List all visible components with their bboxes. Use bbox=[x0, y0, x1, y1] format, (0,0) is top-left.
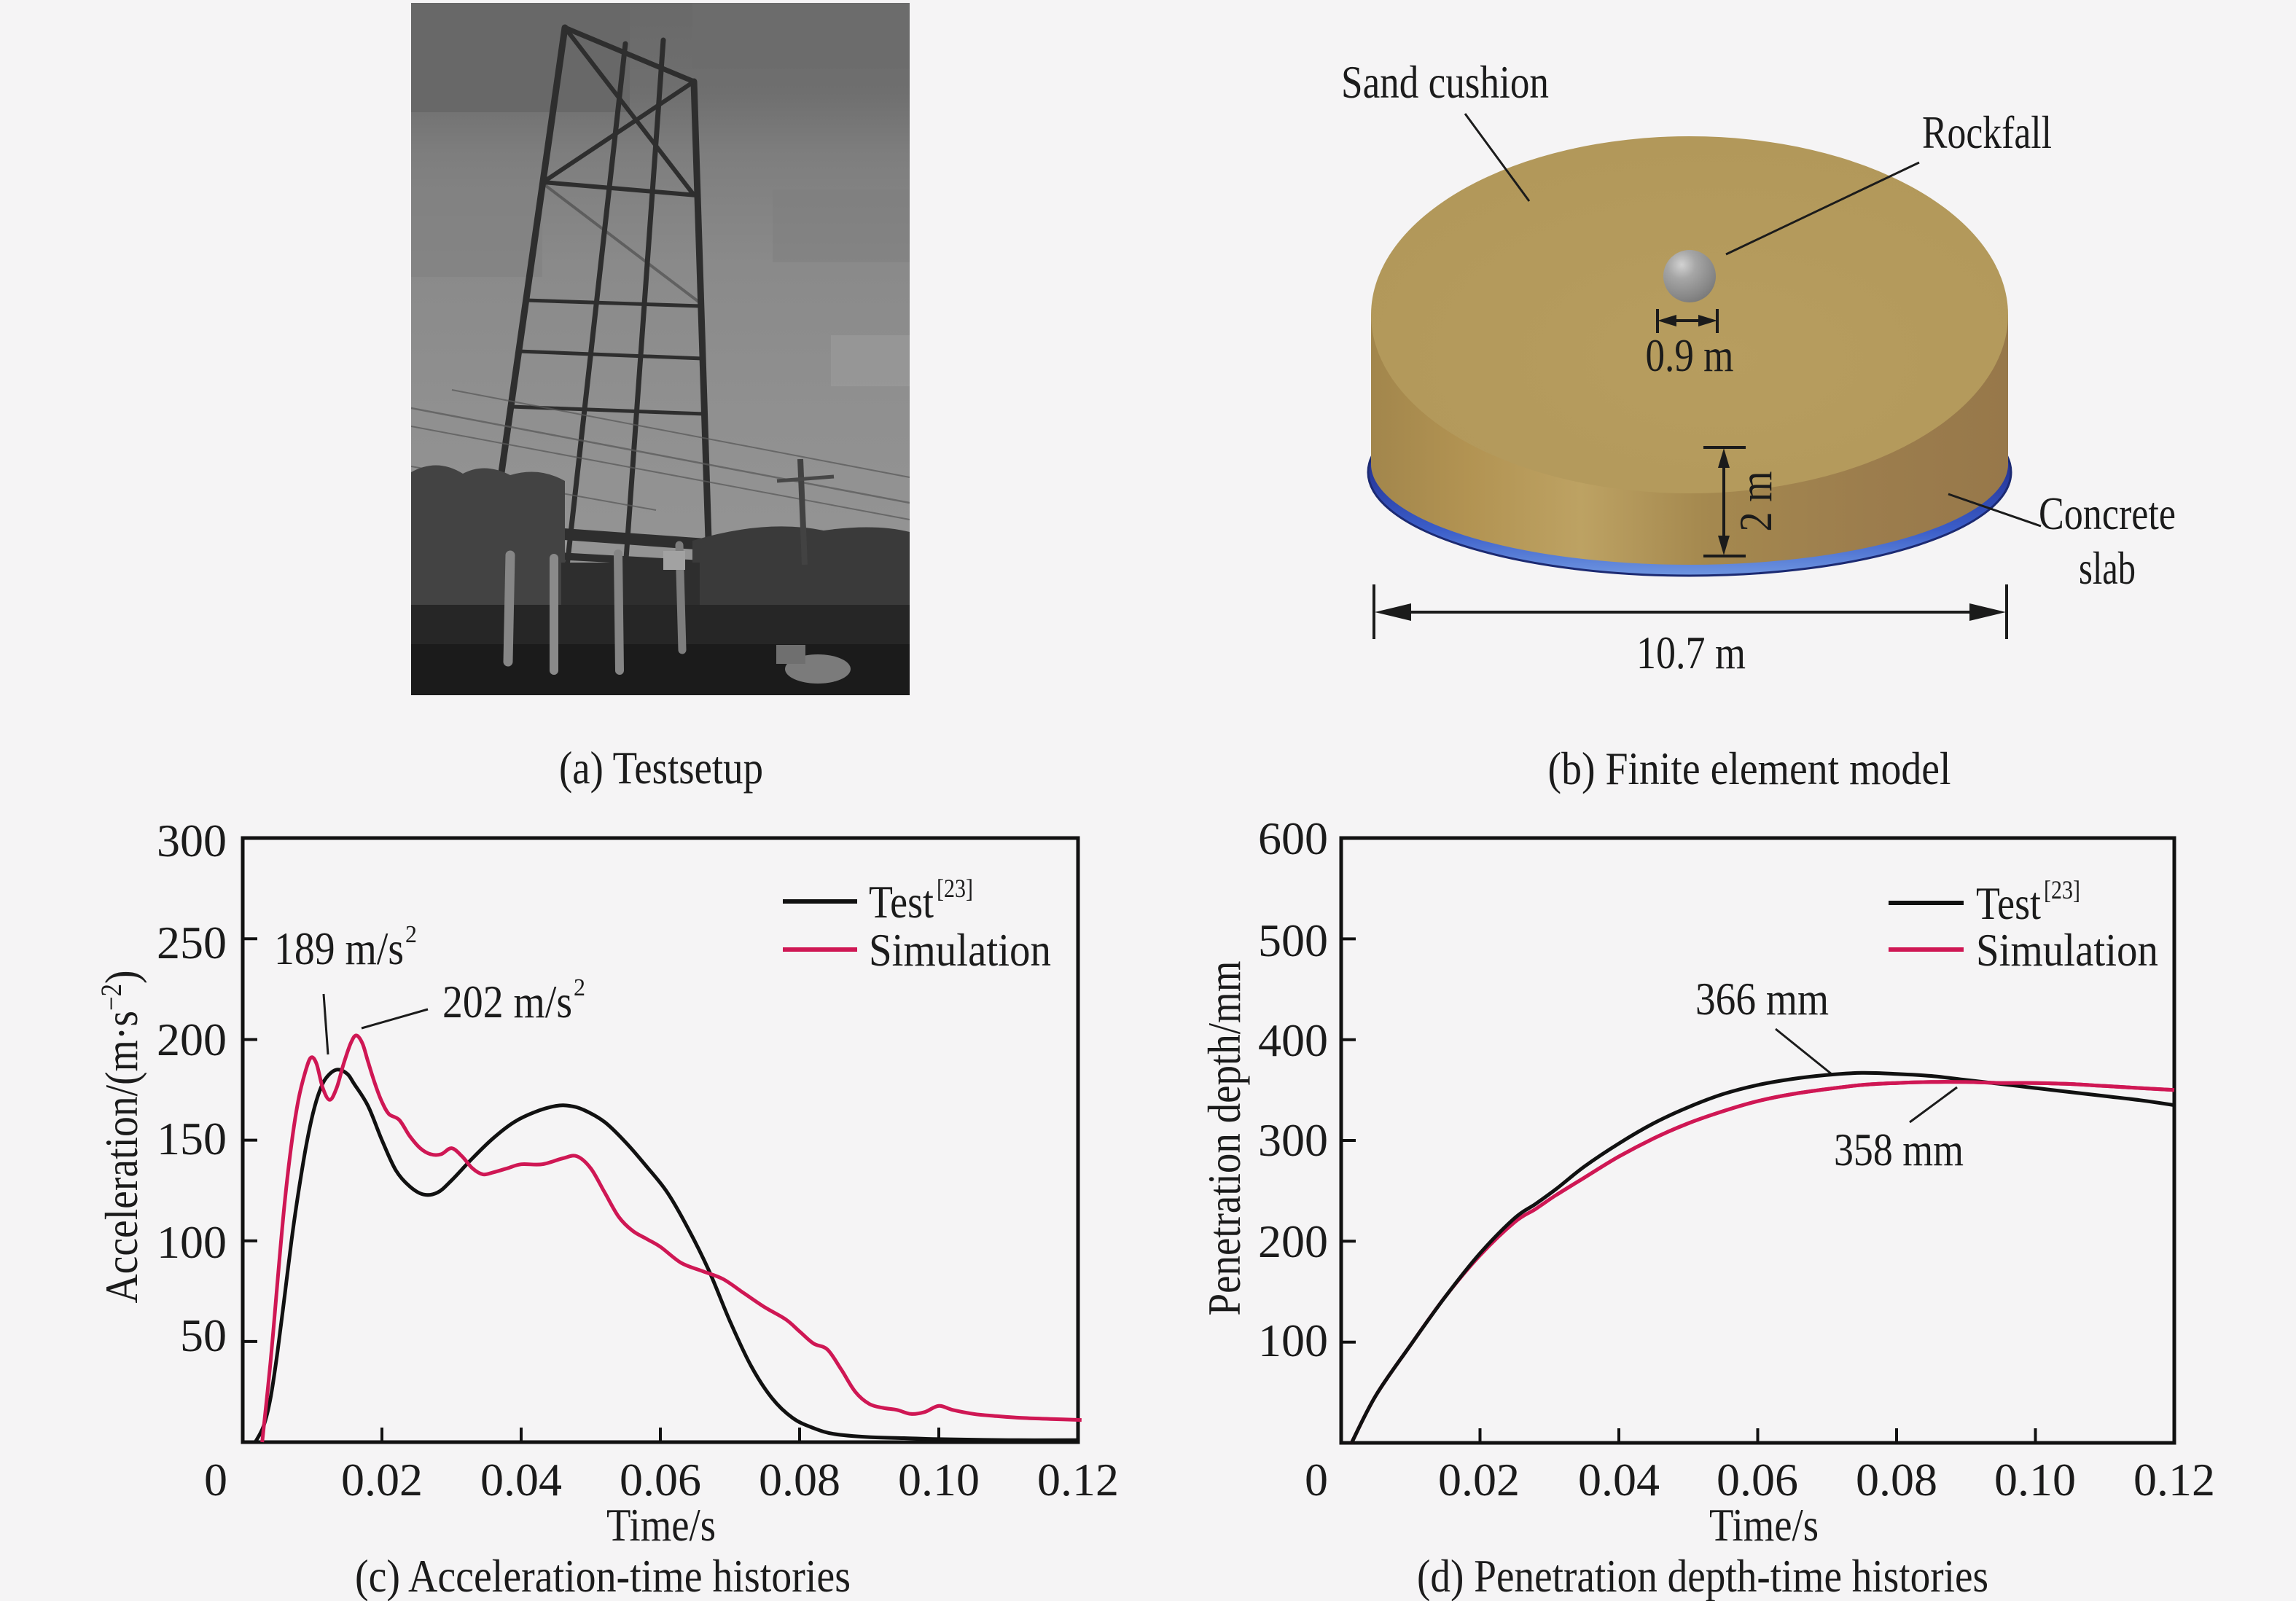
svg-text:0.06: 0.06 bbox=[620, 1454, 701, 1506]
svg-text:Simulation: Simulation bbox=[1976, 924, 2158, 976]
svg-text:Acceleration/(m·s−2): Acceleration/(m·s−2) bbox=[95, 971, 147, 1304]
svg-text:0.06: 0.06 bbox=[1717, 1454, 1798, 1506]
svg-text:Time/s: Time/s bbox=[1709, 1499, 1819, 1551]
svg-text:(d) Penetration depth-time his: (d) Penetration depth-time histories bbox=[1417, 1550, 1988, 1601]
svg-text:0.02: 0.02 bbox=[341, 1454, 423, 1506]
svg-text:2: 2 bbox=[405, 921, 417, 948]
svg-text:Sand cushion: Sand cushion bbox=[1341, 56, 1549, 108]
svg-text:(b) Finite element model: (b) Finite element model bbox=[1548, 743, 1951, 794]
svg-text:250: 250 bbox=[157, 917, 227, 968]
svg-text:(c) Acceleration-time historie: (c) Acceleration-time histories bbox=[355, 1550, 851, 1601]
svg-text:400: 400 bbox=[1258, 1014, 1328, 1066]
svg-text:Penetration depth/mm: Penetration depth/mm bbox=[1198, 961, 1250, 1316]
svg-text:Test: Test bbox=[869, 876, 934, 928]
svg-text:100: 100 bbox=[1258, 1315, 1328, 1366]
svg-text:0.10: 0.10 bbox=[898, 1454, 980, 1506]
svg-text:[23]: [23] bbox=[937, 874, 973, 903]
svg-text:Simulation: Simulation bbox=[869, 924, 1051, 976]
svg-text:300: 300 bbox=[1258, 1114, 1328, 1166]
svg-text:0: 0 bbox=[1305, 1454, 1328, 1506]
svg-text:Concrete: Concrete bbox=[2039, 488, 2176, 539]
svg-text:0.04: 0.04 bbox=[1578, 1454, 1660, 1506]
svg-text:0.02: 0.02 bbox=[1438, 1454, 1520, 1506]
svg-text:202 m/s: 202 m/s bbox=[442, 976, 572, 1027]
svg-text:[23]: [23] bbox=[2044, 875, 2080, 904]
svg-text:0.12: 0.12 bbox=[2133, 1454, 2215, 1506]
svg-text:300: 300 bbox=[157, 815, 227, 866]
svg-text:600: 600 bbox=[1258, 813, 1328, 864]
svg-text:500: 500 bbox=[1258, 915, 1328, 966]
svg-text:slab: slab bbox=[2079, 542, 2136, 594]
svg-text:100: 100 bbox=[157, 1216, 227, 1268]
svg-text:200: 200 bbox=[157, 1014, 227, 1065]
svg-text:0.08: 0.08 bbox=[1856, 1454, 1937, 1506]
svg-text:0: 0 bbox=[204, 1454, 227, 1506]
svg-text:366 mm: 366 mm bbox=[1695, 973, 1829, 1025]
svg-text:Time/s: Time/s bbox=[606, 1499, 716, 1551]
svg-text:2: 2 bbox=[574, 974, 585, 1001]
svg-text:0.04: 0.04 bbox=[480, 1454, 562, 1506]
svg-text:50: 50 bbox=[180, 1310, 227, 1361]
svg-text:(a) Testsetup: (a) Testsetup bbox=[559, 742, 763, 794]
svg-text:Rockfall: Rockfall bbox=[1922, 106, 2052, 158]
svg-text:150: 150 bbox=[157, 1113, 227, 1164]
svg-text:0.12: 0.12 bbox=[1037, 1454, 1119, 1506]
svg-text:2 m: 2 m bbox=[1730, 471, 1781, 532]
svg-text:0.08: 0.08 bbox=[759, 1454, 840, 1506]
svg-text:0.9 m: 0.9 m bbox=[1646, 329, 1734, 381]
svg-text:200: 200 bbox=[1258, 1216, 1328, 1267]
svg-text:358 mm: 358 mm bbox=[1834, 1124, 1964, 1175]
svg-text:189 m/s: 189 m/s bbox=[274, 923, 404, 974]
svg-text:Test: Test bbox=[1976, 877, 2041, 929]
svg-text:10.7 m: 10.7 m bbox=[1636, 627, 1746, 678]
svg-text:0.10: 0.10 bbox=[1994, 1454, 2076, 1506]
